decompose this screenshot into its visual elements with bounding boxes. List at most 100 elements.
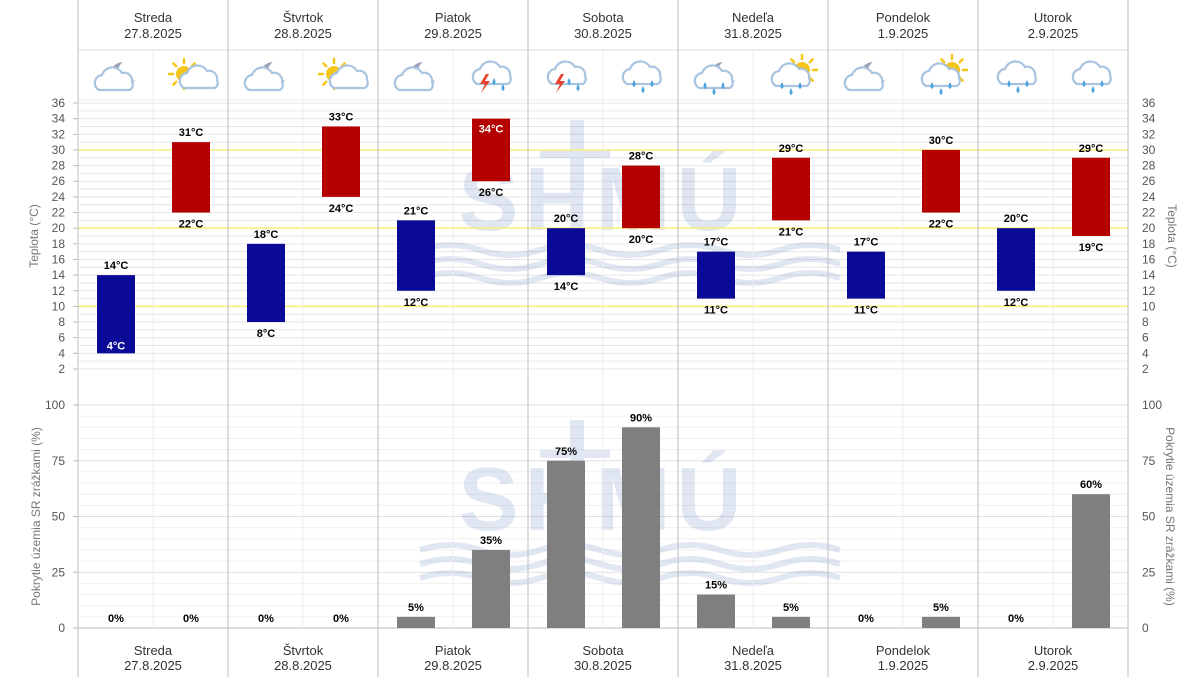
temp-tick-left: 4 — [58, 346, 65, 360]
precip-tick-right: 75 — [1142, 454, 1156, 468]
temp-bar-day — [172, 142, 210, 213]
precip-label: 60% — [1080, 479, 1102, 491]
precip-label: 0% — [108, 613, 124, 625]
temp-label-min: 24°C — [329, 203, 354, 215]
precip-tick-left: 25 — [52, 565, 66, 579]
temp-label-max: 31°C — [179, 127, 204, 139]
partly-sunny-icon — [167, 57, 219, 91]
precip-axis-label-right: Pokrytie územia SR zrážkami (%) — [1163, 427, 1177, 606]
temp-label-max: 20°C — [1004, 213, 1029, 225]
precip-bar — [472, 549, 510, 628]
day-date: 1.9.2025 — [878, 26, 929, 41]
temp-tick-right: 34 — [1142, 112, 1156, 126]
temp-label-max: 29°C — [779, 143, 804, 155]
temp-label-min: 12°C — [404, 297, 429, 309]
temp-label-max: 18°C — [254, 229, 279, 241]
temp-label-min: 12°C — [1004, 297, 1029, 309]
night-rain-icon — [693, 62, 735, 95]
temp-bar-night — [997, 228, 1035, 291]
temp-tick-left: 10 — [52, 299, 66, 313]
precip-tick-right: 100 — [1142, 398, 1162, 412]
precip-label: 75% — [555, 446, 577, 458]
temp-tick-right: 6 — [1142, 331, 1149, 345]
day-name: Piatok — [435, 10, 472, 25]
temp-tick-right: 16 — [1142, 252, 1156, 266]
day-date-bottom: 1.9.2025 — [878, 658, 929, 673]
precip-tick-right: 50 — [1142, 510, 1156, 524]
temp-tick-right: 8 — [1142, 315, 1149, 329]
temp-label-min: 22°C — [929, 219, 954, 231]
precip-label: 0% — [1008, 613, 1024, 625]
temp-label-max: 21°C — [404, 205, 429, 217]
temp-tick-left: 8 — [58, 315, 65, 329]
precip-tick-left: 50 — [52, 510, 66, 524]
rain-icon — [621, 60, 662, 93]
temp-tick-right: 30 — [1142, 143, 1156, 157]
day-date: 28.8.2025 — [274, 26, 332, 41]
day-name-bottom: Štvrtok — [283, 643, 324, 658]
temp-label-min: 19°C — [1079, 242, 1104, 254]
precip-bar — [1072, 494, 1110, 628]
precip-label: 5% — [408, 602, 424, 614]
night-cloudy-icon — [843, 62, 885, 92]
precip-tick-left: 75 — [52, 454, 66, 468]
temp-axis-label-left: Teplota (°C) — [27, 204, 41, 268]
temp-tick-right: 26 — [1142, 174, 1156, 188]
temp-label-max: 33°C — [329, 111, 354, 123]
temp-bar-day — [322, 126, 360, 197]
precip-label: 0% — [333, 613, 349, 625]
temp-tick-left: 24 — [52, 190, 66, 204]
day-name-bottom: Nedeľa — [732, 643, 775, 658]
temp-bar-day — [772, 157, 810, 221]
precip-tick-right: 25 — [1142, 565, 1156, 579]
precip-axis-label-left: Pokrytie územia SR zrážkami (%) — [29, 427, 43, 606]
temp-tick-left: 28 — [52, 159, 66, 173]
day-date: 2.9.2025 — [1028, 26, 1079, 41]
rain-icon — [1071, 60, 1112, 93]
day-name: Sobota — [582, 10, 624, 25]
day-date: 27.8.2025 — [124, 26, 182, 41]
precip-label: 5% — [933, 602, 949, 614]
temp-tick-right: 18 — [1142, 237, 1156, 251]
day-name-bottom: Pondelok — [876, 643, 931, 658]
temp-label-min: 21°C — [779, 226, 804, 238]
temp-tick-right: 12 — [1142, 284, 1156, 298]
temp-tick-left: 16 — [52, 252, 66, 266]
temp-bar-day — [622, 165, 660, 229]
temp-label-max: 20°C — [554, 213, 579, 225]
day-name: Streda — [134, 10, 173, 25]
precip-label: 5% — [783, 602, 799, 614]
thunderstorm-icon — [471, 60, 512, 93]
svg-text:SHMÚ: SHMÚ — [459, 449, 748, 550]
precip-label: 90% — [630, 412, 652, 424]
day-name-bottom: Streda — [134, 643, 173, 658]
temp-label-min: 11°C — [854, 305, 878, 317]
precip-bar — [772, 616, 810, 628]
day-date: 30.8.2025 — [574, 26, 632, 41]
precip-label: 0% — [858, 613, 874, 625]
temp-label-max: 14°C — [104, 260, 129, 272]
temp-tick-left: 32 — [52, 127, 66, 141]
temp-tick-left: 12 — [52, 284, 66, 298]
temp-tick-left: 20 — [52, 221, 66, 235]
temp-tick-left: 18 — [52, 237, 66, 251]
rain-icon — [996, 60, 1037, 93]
temp-label-min: 20°C — [629, 234, 654, 246]
temp-label-min: 26°C — [479, 187, 504, 199]
night-cloudy-icon — [393, 61, 435, 92]
temp-tick-right: 32 — [1142, 127, 1156, 141]
temp-axis-label-right: Teplota (°C) — [1165, 204, 1179, 268]
day-name: Štvrtok — [283, 10, 324, 25]
precip-label: 0% — [258, 613, 274, 625]
precip-bar — [622, 427, 660, 628]
temp-label-min: 4°C — [107, 340, 126, 352]
temp-tick-left: 30 — [52, 143, 66, 157]
temp-label-max: 34°C — [479, 124, 504, 136]
temp-tick-left: 14 — [52, 268, 66, 282]
temp-bar-day — [922, 149, 960, 213]
temp-tick-left: 26 — [52, 174, 66, 188]
temp-tick-left: 22 — [52, 206, 66, 220]
temp-tick-right: 36 — [1142, 96, 1156, 110]
temp-label-max: 30°C — [929, 135, 954, 147]
